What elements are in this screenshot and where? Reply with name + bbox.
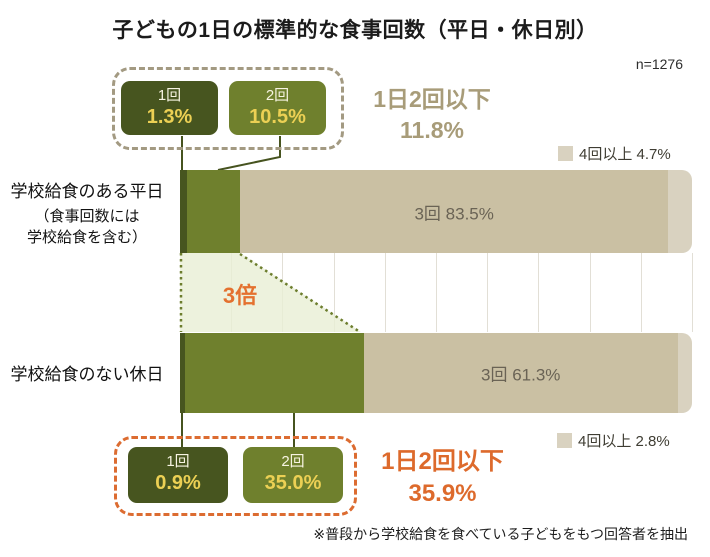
weekday-callout-summary: 1日2回以下 11.8% bbox=[352, 84, 512, 146]
weekday-1-label: 1回 bbox=[157, 87, 182, 104]
row-label-weekday-note2: 学校給食を含む） bbox=[26, 228, 147, 246]
weekday-summary-value: 11.8% bbox=[400, 117, 464, 144]
legend-holiday: 4回以上 2.8% bbox=[557, 430, 670, 451]
holiday-callout-summary: 1日2回以下 35.9% bbox=[360, 446, 525, 511]
holiday-2-value: 35.0% bbox=[264, 472, 322, 494]
bar-segment-2回 bbox=[184, 333, 364, 413]
weekday-summary-title: 1日2回以下 bbox=[373, 86, 491, 112]
holiday-callout-2-box: 2回 35.0% bbox=[243, 447, 343, 503]
legend-weekday-swatch bbox=[558, 146, 573, 161]
gridline bbox=[385, 253, 386, 332]
connector-weekday-2 bbox=[217, 136, 281, 171]
footnote: ※普段から学校給食を食べている子どもをもつ回答者を抽出 bbox=[313, 526, 688, 542]
gridline bbox=[538, 253, 539, 332]
gridline bbox=[590, 253, 591, 332]
weekday-callout-2-box: 2回 10.5% bbox=[229, 81, 326, 135]
weekday-1-value: 1.3% bbox=[146, 106, 193, 128]
legend-weekday: 4回以上 4.7% bbox=[558, 143, 671, 164]
sample-size: n=1276 bbox=[635, 56, 683, 72]
bar-segment-2回 bbox=[186, 170, 241, 253]
holiday-2-label: 2回 bbox=[281, 453, 305, 470]
chart-title: 子どもの1日の標準的な食事回数（平日・休日別） bbox=[112, 19, 598, 42]
weekday-2-value: 10.5% bbox=[249, 106, 306, 128]
legend-holiday-swatch bbox=[557, 433, 572, 448]
legend-weekday-label: 4回以上 4.7% bbox=[579, 146, 671, 163]
gridline bbox=[334, 253, 335, 332]
bar-segment-3回 bbox=[240, 170, 668, 253]
weekday-callout-1-box: 1回 1.3% bbox=[121, 81, 218, 135]
row-label-weekday-note1: （食事回数には bbox=[34, 208, 140, 226]
bar-segment-4回以上 bbox=[677, 333, 692, 413]
gridline bbox=[436, 253, 437, 332]
ratio-band-shape bbox=[180, 253, 361, 332]
holiday-1-value: 0.9% bbox=[155, 472, 201, 494]
gridline bbox=[641, 253, 642, 332]
weekday-callout-box bbox=[112, 67, 344, 150]
bar-segment-3回 bbox=[363, 333, 678, 413]
gridline bbox=[487, 253, 488, 332]
bar-value-label: 3回 83.5% bbox=[414, 204, 494, 223]
gridline bbox=[692, 253, 693, 332]
holiday-summary-value: 35.9% bbox=[408, 480, 477, 508]
holiday-callout-box bbox=[114, 436, 357, 516]
multiplier-annotation: 3倍 bbox=[222, 283, 258, 308]
bar-value-label: 3回 61.3% bbox=[481, 365, 561, 385]
bar-segment-1回 bbox=[180, 333, 185, 413]
row-label-holiday: 学校給食のない休日 bbox=[0, 364, 174, 385]
bar-segment-1回 bbox=[180, 170, 187, 253]
weekday-2-label: 2回 bbox=[265, 87, 290, 104]
row-label-weekday: 学校給食のある平日 （食事回数には 学校給食を含む） bbox=[0, 181, 174, 248]
legend-holiday-label: 4回以上 2.8% bbox=[578, 433, 670, 450]
holiday-summary-title: 1日2回以下 bbox=[381, 448, 504, 475]
bar-segment-4回以上 bbox=[667, 170, 692, 253]
row-label-holiday-main: 学校給食のない休日 bbox=[10, 365, 164, 384]
holiday-1-label: 1回 bbox=[166, 453, 190, 470]
row-label-weekday-main: 学校給食のある平日 bbox=[10, 182, 164, 201]
holiday-callout-1-box: 1回 0.9% bbox=[128, 447, 228, 503]
